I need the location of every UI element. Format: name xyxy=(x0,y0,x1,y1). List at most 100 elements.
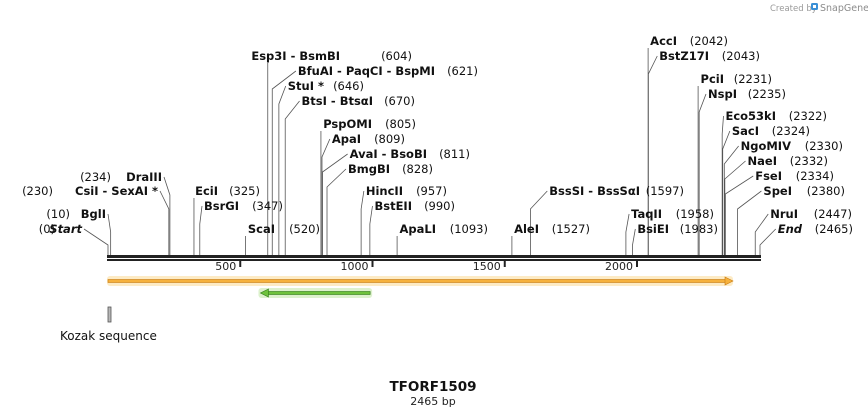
ruler-label-1500: 1500 xyxy=(473,260,501,273)
site-position-draiii: (234) xyxy=(80,170,111,184)
site-label-btsi[interactable]: BtsI - BtsαI xyxy=(302,94,373,108)
site-label-ngomiv[interactable]: NgoMIV xyxy=(741,139,791,153)
site-leader-avai xyxy=(322,153,348,255)
site-label-draiii[interactable]: DraIII xyxy=(126,170,162,184)
site-label-esp3i[interactable]: Esp3I - BsmBI xyxy=(251,49,340,63)
site-position-esp3i: (604) xyxy=(381,49,412,63)
ruler-tick-1000 xyxy=(371,259,374,267)
site-position-spei: (2380) xyxy=(807,184,845,198)
site-label-bsteii[interactable]: BstEII xyxy=(374,199,412,213)
site-position-ecii: (325) xyxy=(229,184,260,198)
ruler-label-500: 500 xyxy=(215,260,236,273)
site-label-bfuai[interactable]: BfuAI - PaqCI - BspMI xyxy=(298,64,435,78)
site-label-acci[interactable]: AccI xyxy=(650,34,677,48)
site-position-stui: (646) xyxy=(333,79,364,93)
green-feature-body[interactable] xyxy=(267,291,371,295)
site-leader-stui xyxy=(278,85,287,255)
ruler-label-1000: 1000 xyxy=(341,260,369,273)
site-leader-bmgbi xyxy=(326,168,347,255)
site-label-bsiei[interactable]: BsiEI xyxy=(637,222,669,236)
site-leader-bfuai xyxy=(271,70,297,255)
ruler-tick-500 xyxy=(239,259,242,267)
site-labels: Start(0) BglI (10) CsiI - SexAI * (230) DraII… xyxy=(22,34,853,236)
site-label-csii[interactable]: CsiI - SexAI * xyxy=(75,184,158,198)
site-position-hincii: (957) xyxy=(416,184,447,198)
green-feature-head[interactable] xyxy=(259,288,269,298)
site-label-stui[interactable]: StuI * xyxy=(288,79,324,93)
site-leader-csii xyxy=(159,190,170,255)
site-position-acci: (2042) xyxy=(690,34,728,48)
site-position-btsi: (670) xyxy=(384,94,415,108)
site-position-saci: (2324) xyxy=(772,124,810,138)
site-label-saci[interactable]: SacI xyxy=(732,124,759,138)
site-position-nrui: (2447) xyxy=(814,207,852,221)
site-label-start[interactable]: Start xyxy=(49,222,82,236)
site-label-ecii[interactable]: EciI xyxy=(195,184,218,198)
kozak-marker[interactable] xyxy=(107,306,112,323)
site-leaders xyxy=(83,48,777,255)
site-label-fsei[interactable]: FseI xyxy=(755,169,782,183)
sequence-backbone xyxy=(107,255,761,261)
site-label-pcii[interactable]: PciI xyxy=(701,72,724,86)
site-label-naei[interactable]: NaeI xyxy=(748,154,777,168)
site-leader-taqii xyxy=(625,213,630,255)
site-label-taqii[interactable]: TaqII xyxy=(631,207,662,221)
site-leader-start xyxy=(83,228,109,255)
orf-arrow-body[interactable] xyxy=(107,279,727,283)
ruler-tick-1500 xyxy=(503,259,506,267)
site-position-pspomi: (805) xyxy=(385,117,416,131)
site-label-apali[interactable]: ApaLI xyxy=(400,222,437,236)
site-leader-bsssi xyxy=(530,190,548,255)
site-leader-btsi xyxy=(284,100,300,255)
site-leader-naei xyxy=(724,160,746,255)
site-label-nrui[interactable]: NruI xyxy=(770,207,798,221)
site-label-end[interactable]: End xyxy=(778,222,803,236)
site-label-bstz17i[interactable]: BstZ17I xyxy=(659,49,709,63)
orf-arrow-head[interactable] xyxy=(724,276,734,286)
site-label-spei[interactable]: SpeI xyxy=(763,184,792,198)
site-position-bgli: (10) xyxy=(46,207,70,221)
site-label-pspomi[interactable]: PspOMI xyxy=(323,117,372,131)
site-position-bfuai: (621) xyxy=(447,64,478,78)
site-label-bmgbi[interactable]: BmgBI xyxy=(348,162,390,176)
site-position-bsrgi: (347) xyxy=(252,199,283,213)
site-leader-bgli xyxy=(107,213,112,255)
site-label-nspi[interactable]: NspI xyxy=(708,87,737,101)
ruler: 500 1000 1500 2000 xyxy=(215,259,639,273)
site-position-apai: (809) xyxy=(374,132,405,146)
site-leader-bsteii xyxy=(369,205,373,255)
snapgene-credit: Created by SnapGene xyxy=(770,3,868,14)
site-leader-ngomiv xyxy=(723,145,739,255)
site-label-eco53ki[interactable]: Eco53kI xyxy=(725,109,776,123)
site-position-end: (2465) xyxy=(815,222,853,236)
site-leader-end xyxy=(759,228,777,255)
site-label-alei[interactable]: AleI xyxy=(514,222,539,236)
site-leader-nrui xyxy=(754,213,769,255)
site-label-apai[interactable]: ApaI xyxy=(332,132,361,146)
backbone-top-strand xyxy=(107,255,761,258)
site-position-avai: (811) xyxy=(439,147,470,161)
kozak-label: Kozak sequence xyxy=(60,329,157,343)
site-label-bgli[interactable]: BglI xyxy=(81,207,106,221)
credit-prefix: Created by xyxy=(770,4,817,14)
site-position-start: (0) xyxy=(39,222,55,236)
site-leader-apai xyxy=(321,138,331,255)
site-leader-eco53ki xyxy=(721,115,724,255)
site-leader-hincii xyxy=(360,190,365,255)
site-leader-draiii xyxy=(163,176,171,255)
site-label-bsssi[interactable]: BssSI - BssSαI xyxy=(549,184,640,198)
site-label-scai[interactable]: ScaI xyxy=(248,222,275,236)
site-leader-fsei xyxy=(724,175,754,255)
site-position-bsteii: (990) xyxy=(424,199,455,213)
site-position-bmgbi: (828) xyxy=(402,162,433,176)
site-label-avai[interactable]: AvaI - BsoBI xyxy=(350,147,427,161)
site-position-bstz17i: (2043) xyxy=(722,49,760,63)
site-label-hincii[interactable]: HincII xyxy=(366,184,403,198)
site-position-csii: (230) xyxy=(22,184,53,198)
sequence-length: 2465 bp xyxy=(410,395,455,408)
site-position-bsssi: (1597) xyxy=(646,184,684,198)
site-position-alei: (1527) xyxy=(552,222,590,236)
ruler-tick-2000 xyxy=(636,259,639,267)
site-label-bsrgi[interactable]: BsrGI xyxy=(204,199,239,213)
